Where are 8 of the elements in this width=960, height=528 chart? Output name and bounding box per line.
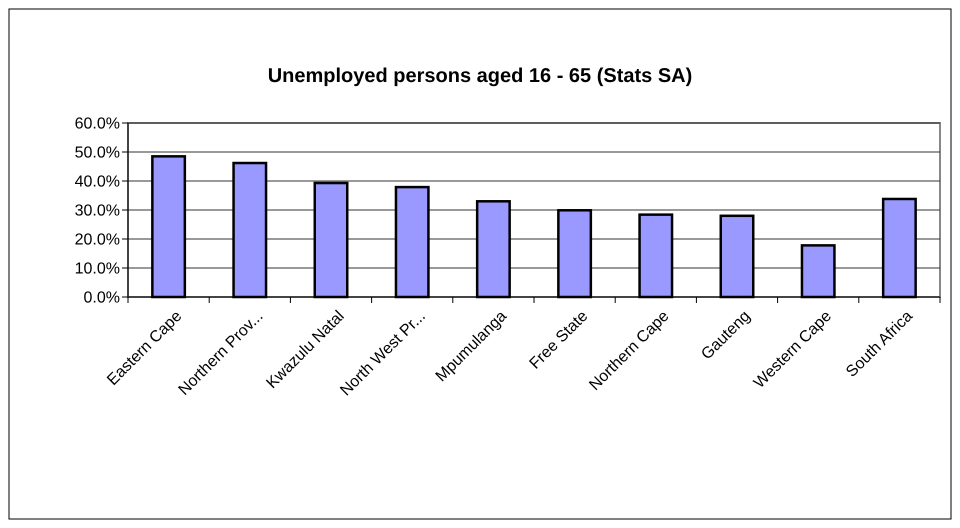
y-tick-label: 10.0% (74, 260, 120, 278)
y-tick-label: 0.0% (84, 290, 120, 307)
y-tick-label: 30.0% (74, 202, 120, 220)
chart-title: Unemployed persons aged 16 - 65 (Stats SA) (268, 65, 692, 87)
y-tick-label: 40.0% (74, 174, 120, 191)
y-tick-label: 50.0% (74, 144, 120, 162)
y-tick-label: 60.0% (74, 116, 120, 133)
y-tick-label: 20.0% (74, 232, 120, 249)
